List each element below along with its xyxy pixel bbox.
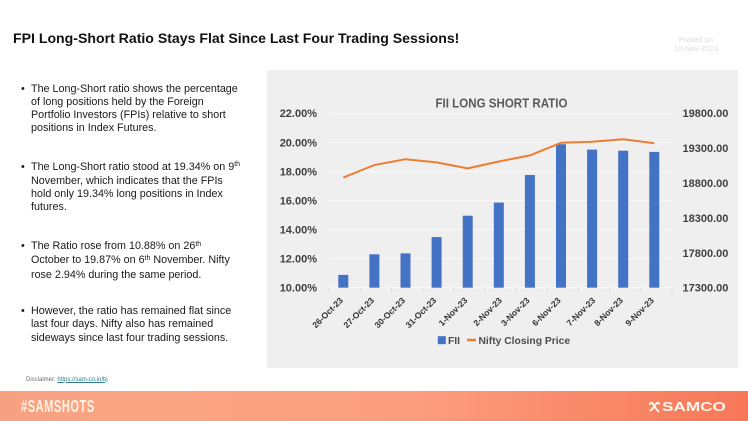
svg-text:8-Nov-23: 8-Nov-23 — [592, 295, 625, 328]
svg-text:3-Nov-23: 3-Nov-23 — [499, 295, 532, 328]
svg-text:30-Oct-23: 30-Oct-23 — [372, 295, 407, 330]
svg-text:19800.00: 19800.00 — [683, 108, 729, 120]
svg-text:17300.00: 17300.00 — [683, 283, 729, 295]
svg-text:1-Nov-23: 1-Nov-23 — [437, 295, 470, 328]
svg-text:27-Oct-23: 27-Oct-23 — [341, 295, 376, 330]
svg-text:26-Oct-23: 26-Oct-23 — [310, 295, 345, 330]
svg-text:17800.00: 17800.00 — [683, 248, 729, 260]
svg-text:18300.00: 18300.00 — [683, 213, 729, 225]
svg-text:18800.00: 18800.00 — [683, 178, 729, 190]
svg-text:Nifty Closing Price: Nifty Closing Price — [479, 336, 571, 347]
svg-text:FII LONG SHORT RATIO: FII LONG SHORT RATIO — [436, 95, 568, 110]
svg-text:6-Nov-23: 6-Nov-23 — [530, 295, 563, 328]
svg-text:12.00%: 12.00% — [280, 254, 318, 266]
svg-text:FII: FII — [448, 336, 460, 347]
svg-text:16.00%: 16.00% — [280, 196, 318, 208]
svg-text:31-Oct-23: 31-Oct-23 — [403, 295, 438, 330]
svg-text:10.00%: 10.00% — [280, 283, 318, 295]
svg-text:2-Nov-23: 2-Nov-23 — [471, 295, 504, 328]
svg-text:20.00%: 20.00% — [280, 137, 318, 149]
svg-text:22.00%: 22.00% — [280, 108, 318, 120]
svg-text:9-Nov-23: 9-Nov-23 — [623, 295, 656, 328]
svg-text:14.00%: 14.00% — [280, 225, 318, 237]
svg-text:18.00%: 18.00% — [280, 166, 318, 178]
svg-text:19300.00: 19300.00 — [683, 143, 729, 155]
svg-text:7-Nov-23: 7-Nov-23 — [565, 295, 598, 328]
